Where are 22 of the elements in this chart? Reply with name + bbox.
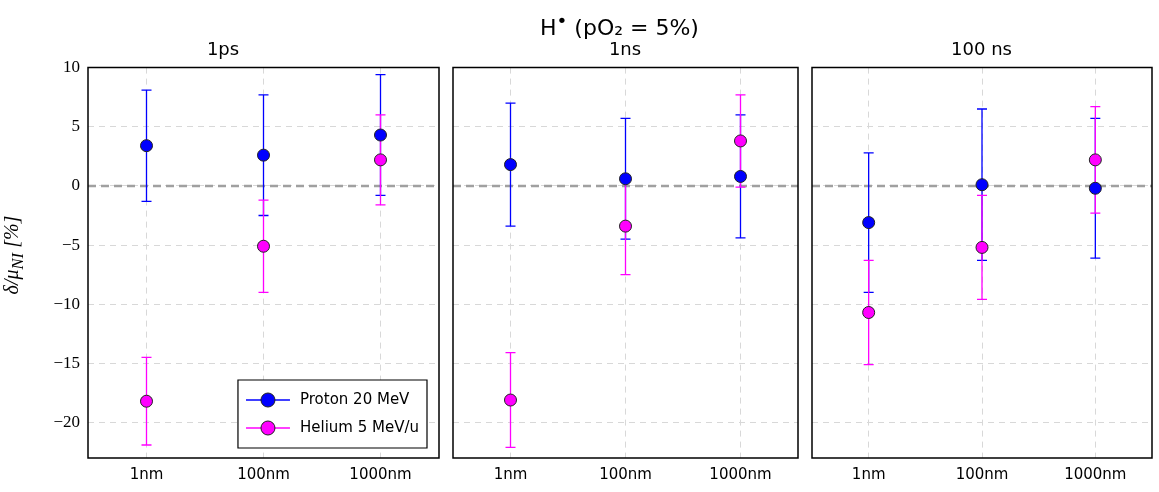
chart-title: 100 ns — [951, 38, 1012, 60]
x-tick-label: 1000nm — [1064, 464, 1127, 483]
x-tick-label: 100nm — [237, 464, 290, 483]
x-tick-label: 1nm — [129, 464, 164, 483]
x-tick-label: 1nm — [493, 464, 528, 483]
y-tick-label: −20 — [53, 411, 80, 431]
y-tick-label: 10 — [63, 57, 80, 77]
x-tick-label: 1nm — [851, 464, 886, 483]
y-tick-label: −10 — [53, 293, 80, 313]
x-tick-label: 100nm — [599, 464, 652, 483]
y-tick-label: 5 — [71, 116, 80, 136]
legend-label: Helium 5 MeV/u — [299, 417, 420, 436]
y-tick-label: 0 — [71, 175, 80, 195]
chart-title: 1ps — [206, 38, 240, 60]
legend-label: Proton 20 MeV — [299, 389, 411, 408]
y-tick-label: −5 — [61, 234, 80, 254]
x-tick-label: 100nm — [955, 464, 1009, 483]
x-tick-label: 1000nm — [349, 464, 412, 483]
text: H$^{•}$ (pO₂ = 5%) — [540, 9, 699, 40]
chart-title: 1ns — [608, 38, 642, 60]
x-tick-label: 1000nm — [709, 464, 772, 483]
y-tick-label: −15 — [53, 352, 80, 372]
